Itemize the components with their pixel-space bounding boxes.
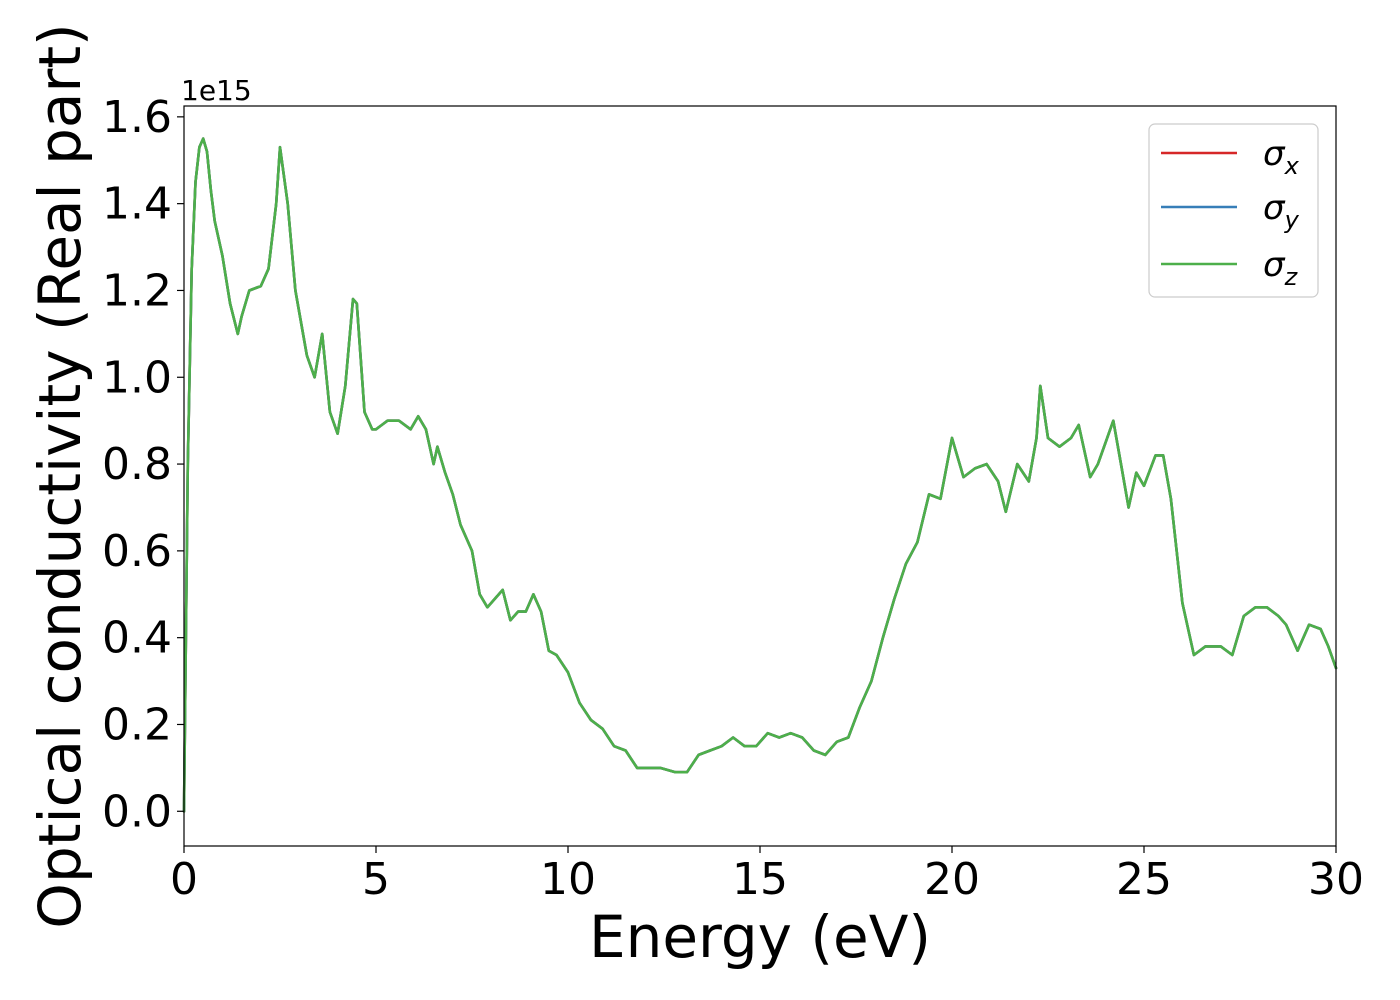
x-tick-label: 5 bbox=[362, 854, 390, 905]
y-tick-label: 1.6 bbox=[102, 92, 172, 143]
y-axis-label: Optical conductivity (Real part) bbox=[26, 23, 94, 928]
y-tick-label: 0.8 bbox=[102, 439, 172, 490]
x-tick-label: 15 bbox=[732, 854, 788, 905]
series-line-sigma-z bbox=[182, 137, 1338, 813]
y-tick-label: 0.0 bbox=[102, 786, 172, 837]
y-tick-label: 0.2 bbox=[102, 699, 172, 750]
x-tick-label: 10 bbox=[540, 854, 596, 905]
y-tick-label: 1.2 bbox=[102, 265, 172, 316]
y-offset-label: 1e15 bbox=[181, 74, 252, 107]
y-tick-label: 1.4 bbox=[102, 179, 172, 230]
y-tick-label: 0.6 bbox=[102, 526, 172, 577]
y-tick-label: 0.4 bbox=[102, 613, 172, 664]
legend-label: σy bbox=[1263, 188, 1300, 234]
x-tick-label: 20 bbox=[924, 854, 980, 905]
x-axis: 0 5 10 15 20 25 30 bbox=[170, 846, 1364, 905]
legend-label: σz bbox=[1263, 245, 1299, 291]
y-axis: 0.0 0.2 0.4 0.6 0.8 1.0 1.2 1.4 1.6 bbox=[102, 92, 184, 837]
legend-label: σx bbox=[1263, 134, 1300, 180]
x-tick-label: 25 bbox=[1116, 854, 1172, 905]
series-layer bbox=[182, 137, 1338, 813]
x-axis-label: Energy (eV) bbox=[589, 903, 931, 971]
legend-box bbox=[1148, 123, 1319, 298]
x-tick-label: 0 bbox=[170, 854, 198, 905]
y-tick-label: 1.0 bbox=[102, 352, 172, 403]
legend: σx σy σz bbox=[1148, 123, 1319, 298]
x-tick-label: 30 bbox=[1308, 854, 1364, 905]
